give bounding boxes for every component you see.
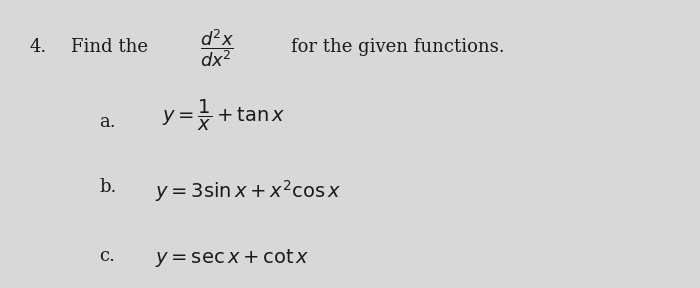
Text: $\dfrac{d^2x}{dx^2}$: $\dfrac{d^2x}{dx^2}$ — [200, 27, 235, 69]
Text: 4.: 4. — [29, 39, 46, 56]
Text: $y = \dfrac{1}{x} + \tan x$: $y = \dfrac{1}{x} + \tan x$ — [162, 98, 286, 133]
Text: b.: b. — [99, 178, 116, 196]
Text: a.: a. — [99, 113, 116, 131]
Text: Find the: Find the — [71, 39, 148, 56]
Text: $y = \sec x + \cot x$: $y = \sec x + \cot x$ — [155, 247, 309, 269]
Text: for the given functions.: for the given functions. — [290, 39, 505, 56]
Text: c.: c. — [99, 247, 115, 265]
Text: $y = 3\sin x + x^2 \cos x$: $y = 3\sin x + x^2 \cos x$ — [155, 178, 341, 204]
